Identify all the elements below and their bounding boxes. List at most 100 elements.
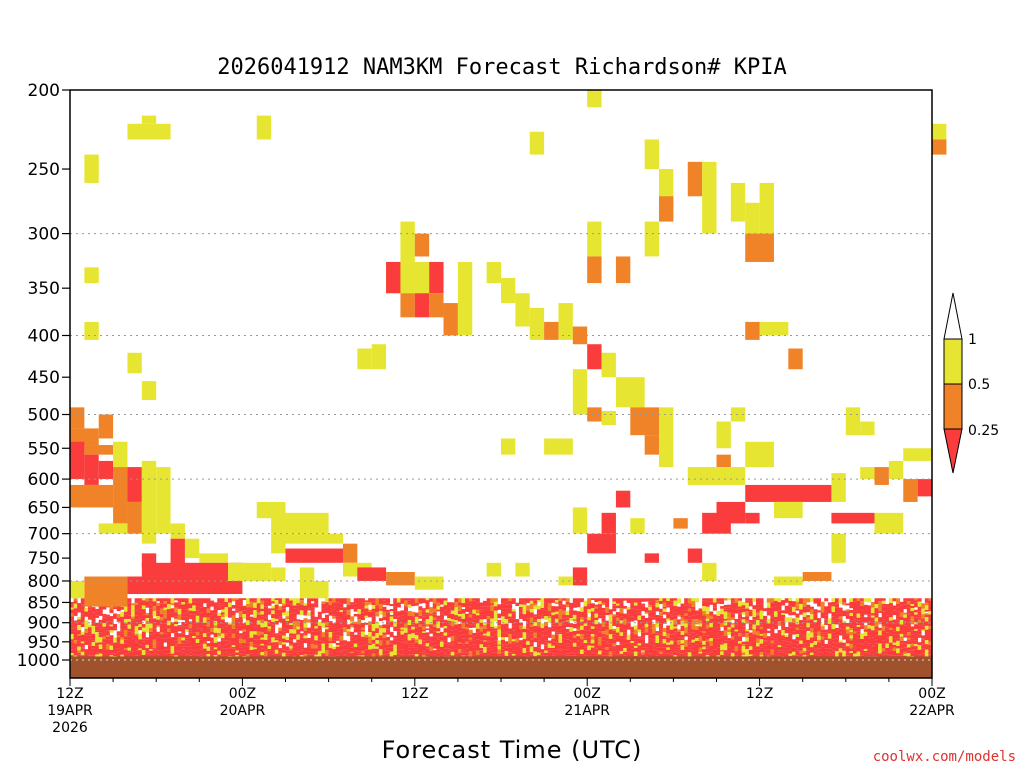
ri-band-cell: [845, 635, 850, 640]
ri-band-cell: [730, 649, 735, 653]
ri-band-cell: [443, 648, 448, 653]
ri-band-cell: [597, 628, 602, 632]
ri-band-cell: [838, 654, 843, 659]
ri-band-cell: [202, 643, 207, 649]
ri-band-cell: [360, 608, 365, 613]
ri-band-cell: [303, 654, 308, 658]
ri-band-cell: [906, 612, 911, 615]
ri-band-cell: [888, 598, 893, 601]
ri-band-cell: [644, 632, 649, 636]
ri-band-cell: [346, 600, 351, 605]
ri-band-cell: [314, 645, 319, 649]
ri-band-cell: [501, 639, 505, 645]
ri-band-cell: [260, 608, 265, 612]
ri-band-cell: [784, 610, 789, 614]
ri-band-cell: [350, 634, 355, 638]
ri-cell: [845, 407, 861, 436]
ri-band-cell: [906, 627, 911, 633]
ri-band-cell: [342, 649, 347, 651]
credit-link[interactable]: coolwx.com/models: [873, 749, 1016, 765]
ri-band-cell: [874, 649, 879, 653]
ri-band-cell: [73, 646, 78, 649]
ri-band-cell: [120, 646, 125, 651]
ri-band-cell: [741, 634, 746, 637]
ri-band-cell: [389, 604, 394, 607]
ri-band-cell: [580, 619, 585, 622]
ri-band-cell: [145, 598, 150, 602]
ri-band-cell: [127, 612, 132, 616]
ri-band-cell: [267, 623, 272, 627]
ri-cell: [357, 348, 372, 370]
ri-band-cell: [551, 598, 556, 603]
ri-band-cell: [716, 634, 721, 637]
ri-band-cell: [77, 642, 82, 647]
ri-band-cell: [228, 647, 233, 649]
ri-band-cell: [838, 623, 843, 629]
ri-band-cell: [432, 598, 437, 604]
ri-band-cell: [91, 651, 96, 656]
ri-band-cell: [414, 620, 419, 624]
ri-band-cell: [712, 636, 717, 639]
ri-band-cell: [199, 601, 204, 608]
ri-band-cell: [820, 653, 825, 658]
ri-band-cell: [217, 650, 222, 655]
ri-band-cell: [903, 629, 908, 635]
ri-band-cell: [479, 653, 484, 659]
ri-band-cell: [770, 654, 775, 658]
ri-band-cell: [145, 644, 150, 649]
ri-band-cell: [228, 633, 233, 638]
ri-band-cell: [256, 639, 261, 644]
ri-band-cell: [177, 643, 182, 647]
ri-band-cell: [511, 613, 516, 619]
ri-band-cell: [213, 609, 218, 614]
ri-band-cell: [231, 633, 236, 638]
ri-band-cell: [849, 601, 854, 605]
ri-band-cell: [123, 636, 128, 640]
ri-band-cell: [490, 603, 495, 606]
ri-band-cell: [705, 614, 710, 619]
ri-band-cell: [292, 612, 297, 618]
ri-band-cell: [856, 634, 861, 639]
ri-band-cell: [673, 635, 678, 639]
ri-band-cell: [705, 635, 710, 640]
ri-band-cell: [651, 605, 656, 612]
ri-band-cell: [928, 644, 933, 649]
ri-band-cell: [443, 635, 448, 641]
ri-band-cell: [522, 648, 527, 653]
ri-cell: [903, 479, 918, 502]
ri-band-cell: [360, 650, 365, 654]
ri-band-cell: [691, 624, 696, 630]
ri-band-cell: [436, 652, 441, 657]
ri-band-cell: [702, 631, 707, 634]
ri-band-cell: [131, 616, 136, 619]
ri-band-cell: [669, 652, 674, 655]
ri-band-cell: [594, 606, 599, 609]
ri-band-cell: [738, 647, 743, 650]
ri-band-cell: [881, 600, 886, 604]
ri-band-cell: [497, 649, 502, 654]
ri-band-cell: [659, 612, 664, 616]
ri-band-cell: [896, 634, 901, 639]
ri-band-cell: [835, 630, 840, 635]
ri-band-cell: [113, 613, 118, 619]
ri-band-cell: [903, 635, 908, 638]
ri-band-cell: [342, 640, 347, 643]
ri-band-cell: [802, 643, 807, 648]
y-tick-label: 650: [28, 498, 60, 518]
ri-band-cell: [220, 653, 225, 656]
ri-band-cell: [335, 619, 340, 622]
ri-band-cell: [508, 618, 513, 624]
ri-band-cell: [149, 653, 154, 655]
ri-band-cell: [594, 630, 599, 636]
ri-band-cell: [87, 612, 92, 618]
ri-band-cell: [443, 626, 448, 629]
ri-band-cell: [447, 642, 452, 645]
ri-band-cell: [756, 612, 760, 616]
ri-band-cell: [149, 598, 154, 601]
ri-band-cell: [687, 603, 692, 606]
ri-band-cell: [691, 629, 696, 633]
ri-band-cell: [493, 610, 498, 617]
ri-band-cell: [260, 637, 265, 640]
ri-band-cell: [648, 616, 653, 622]
ri-band-cell: [838, 648, 843, 653]
